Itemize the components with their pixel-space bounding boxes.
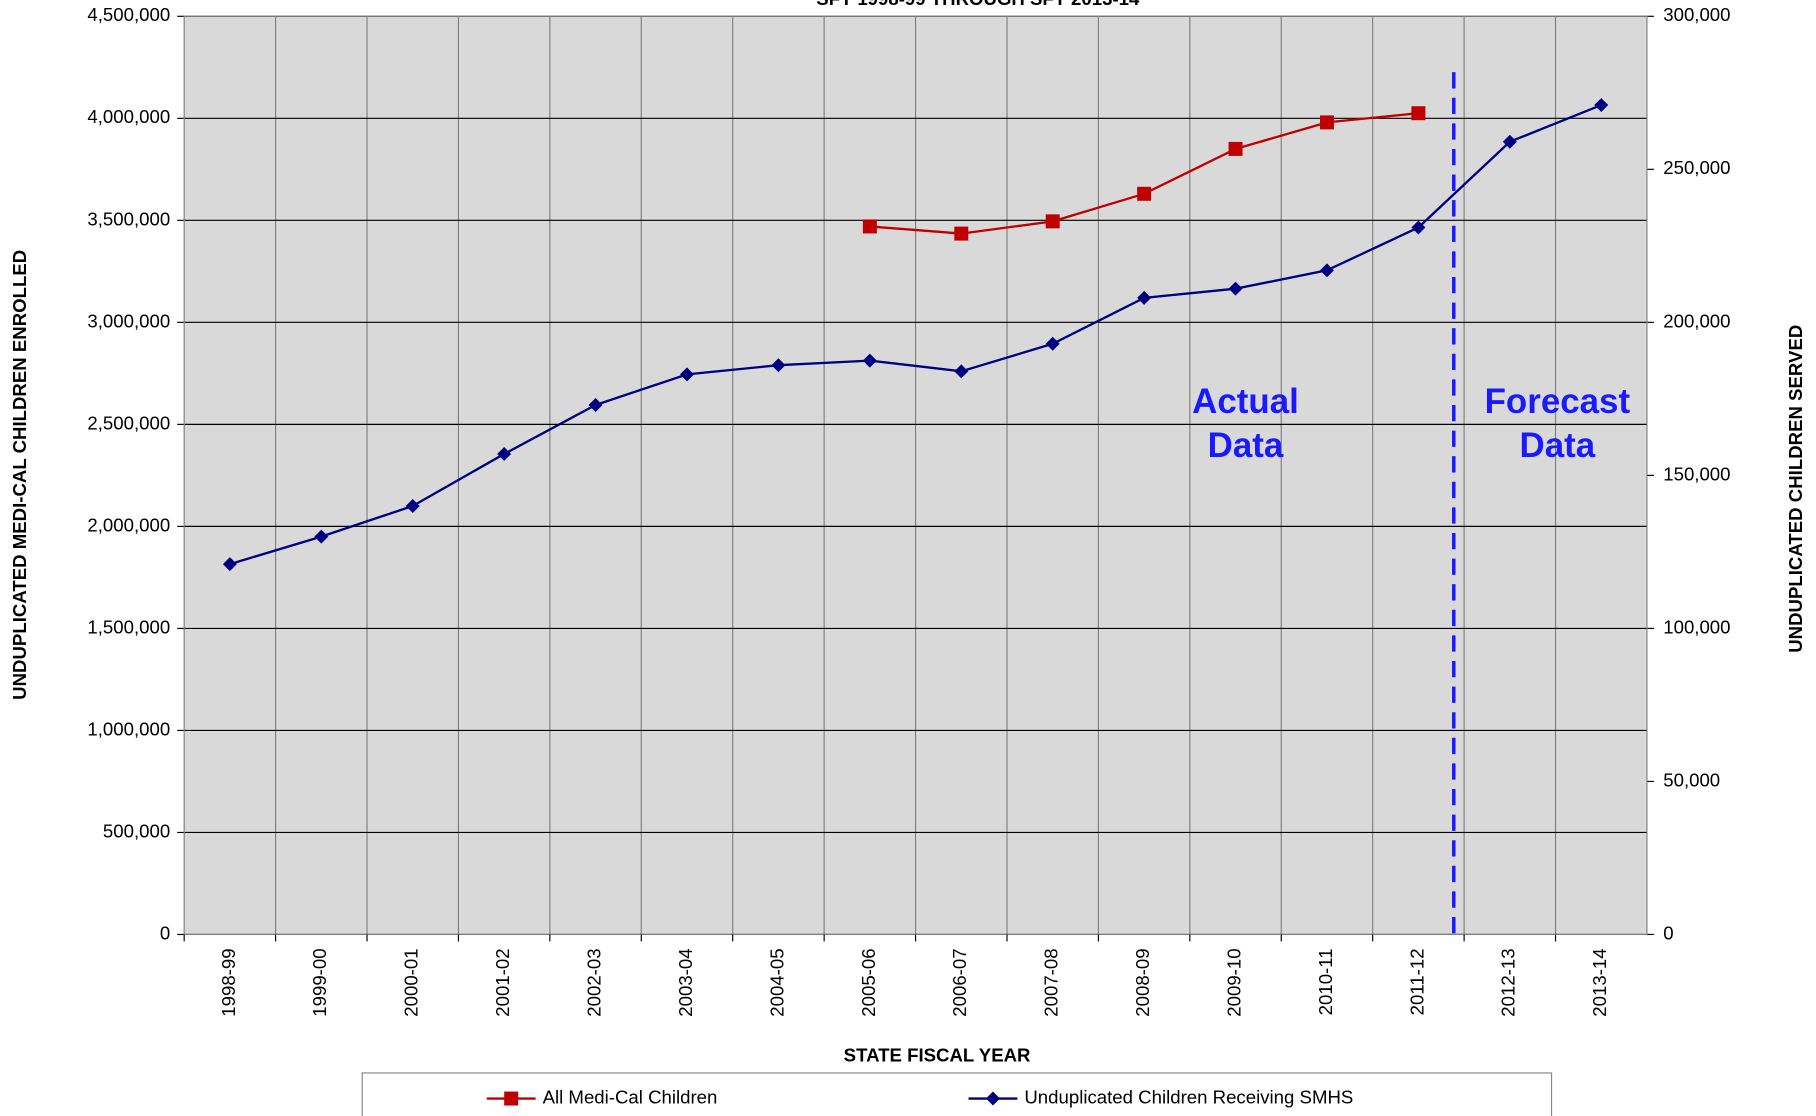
- legend-label: Unduplicated Children Receiving SMHS: [1024, 1086, 1353, 1107]
- x-tick-label: 2006-07: [949, 948, 970, 1016]
- x-tick-label: 2008-09: [1132, 948, 1153, 1016]
- x-tick-label: 1998-99: [218, 948, 239, 1016]
- marker: [222, 557, 237, 572]
- marker: [862, 353, 877, 368]
- marker: [862, 219, 877, 234]
- marker: [954, 364, 969, 379]
- x-tick-label: 2007-08: [1041, 948, 1062, 1016]
- x-tick-label: 2010-11: [1315, 948, 1336, 1015]
- y-tick-label: 1,000,000: [87, 718, 170, 739]
- y-tick-label: 0: [160, 922, 170, 943]
- marker: [1137, 186, 1152, 201]
- marker: [1228, 141, 1243, 156]
- annotation: Data: [1208, 426, 1284, 465]
- marker: [588, 398, 603, 412]
- x-tick-label: 2001-02: [492, 948, 513, 1016]
- x-tick-label: 2004-05: [766, 948, 787, 1016]
- x-tick-label: 2013-14: [1589, 948, 1610, 1016]
- x-tick-label: 2012-13: [1498, 948, 1519, 1016]
- marker: [1319, 263, 1334, 278]
- x-tick-label: 2002-03: [584, 948, 605, 1016]
- marker: [405, 498, 420, 513]
- y2-axis-label: UNDUPLICATED CHILDREN SERVED: [1785, 325, 1806, 653]
- marker: [1319, 115, 1334, 130]
- annotation: Forecast: [1485, 382, 1631, 421]
- x-tick-label: 1999-00: [309, 948, 330, 1016]
- chart-title: SFY 1998-99 THROUGH SFY 2013-14: [816, 0, 1140, 9]
- marker: [314, 529, 329, 544]
- marker: [1594, 98, 1609, 113]
- y-tick-label: 500,000: [103, 820, 170, 841]
- y2-tick-label: 50,000: [1663, 769, 1720, 790]
- legend: [361, 1072, 1553, 1116]
- y2-tick-label: 150,000: [1663, 463, 1730, 484]
- x-tick-label: 2009-10: [1223, 948, 1244, 1016]
- x-axis-label: STATE FISCAL YEAR: [844, 1045, 1031, 1066]
- legend-label: All Medi-Cal Children: [543, 1086, 718, 1107]
- annotation: Data: [1520, 426, 1596, 465]
- y-tick-label: 4,500,000: [87, 4, 170, 25]
- marker: [771, 358, 786, 373]
- x-tick-label: 2000-01: [401, 948, 422, 1016]
- x-tick-label: 2003-04: [675, 948, 696, 1016]
- marker: [497, 446, 512, 461]
- marker: [1411, 106, 1426, 121]
- y-tick-label: 2,500,000: [87, 412, 170, 433]
- y-tick-label: 1,500,000: [87, 616, 170, 637]
- y2-tick-label: 0: [1663, 922, 1673, 943]
- y2-tick-label: 300,000: [1663, 4, 1730, 25]
- y2-tick-label: 250,000: [1663, 157, 1730, 178]
- series-line: [229, 103, 1602, 566]
- y-tick-label: 2,000,000: [87, 514, 170, 535]
- annotation: Actual: [1192, 382, 1299, 421]
- y2-tick-label: 200,000: [1663, 310, 1730, 331]
- x-tick-label: 2005-06: [858, 948, 879, 1016]
- marker: [985, 1091, 1000, 1106]
- y-axis-label: UNDUPLICATED MEDI-CAL CHILDREN ENROLLED: [9, 250, 30, 700]
- marker: [1045, 214, 1060, 229]
- marker: [1411, 220, 1426, 235]
- marker: [954, 226, 969, 241]
- marker: [504, 1091, 519, 1106]
- marker: [680, 367, 694, 382]
- x-tick-label: 2011-12: [1406, 948, 1427, 1015]
- y-tick-label: 3,500,000: [87, 208, 170, 229]
- y-tick-label: 4,000,000: [87, 106, 170, 127]
- y-tick-label: 3,000,000: [87, 310, 170, 331]
- y2-tick-label: 100,000: [1663, 616, 1730, 637]
